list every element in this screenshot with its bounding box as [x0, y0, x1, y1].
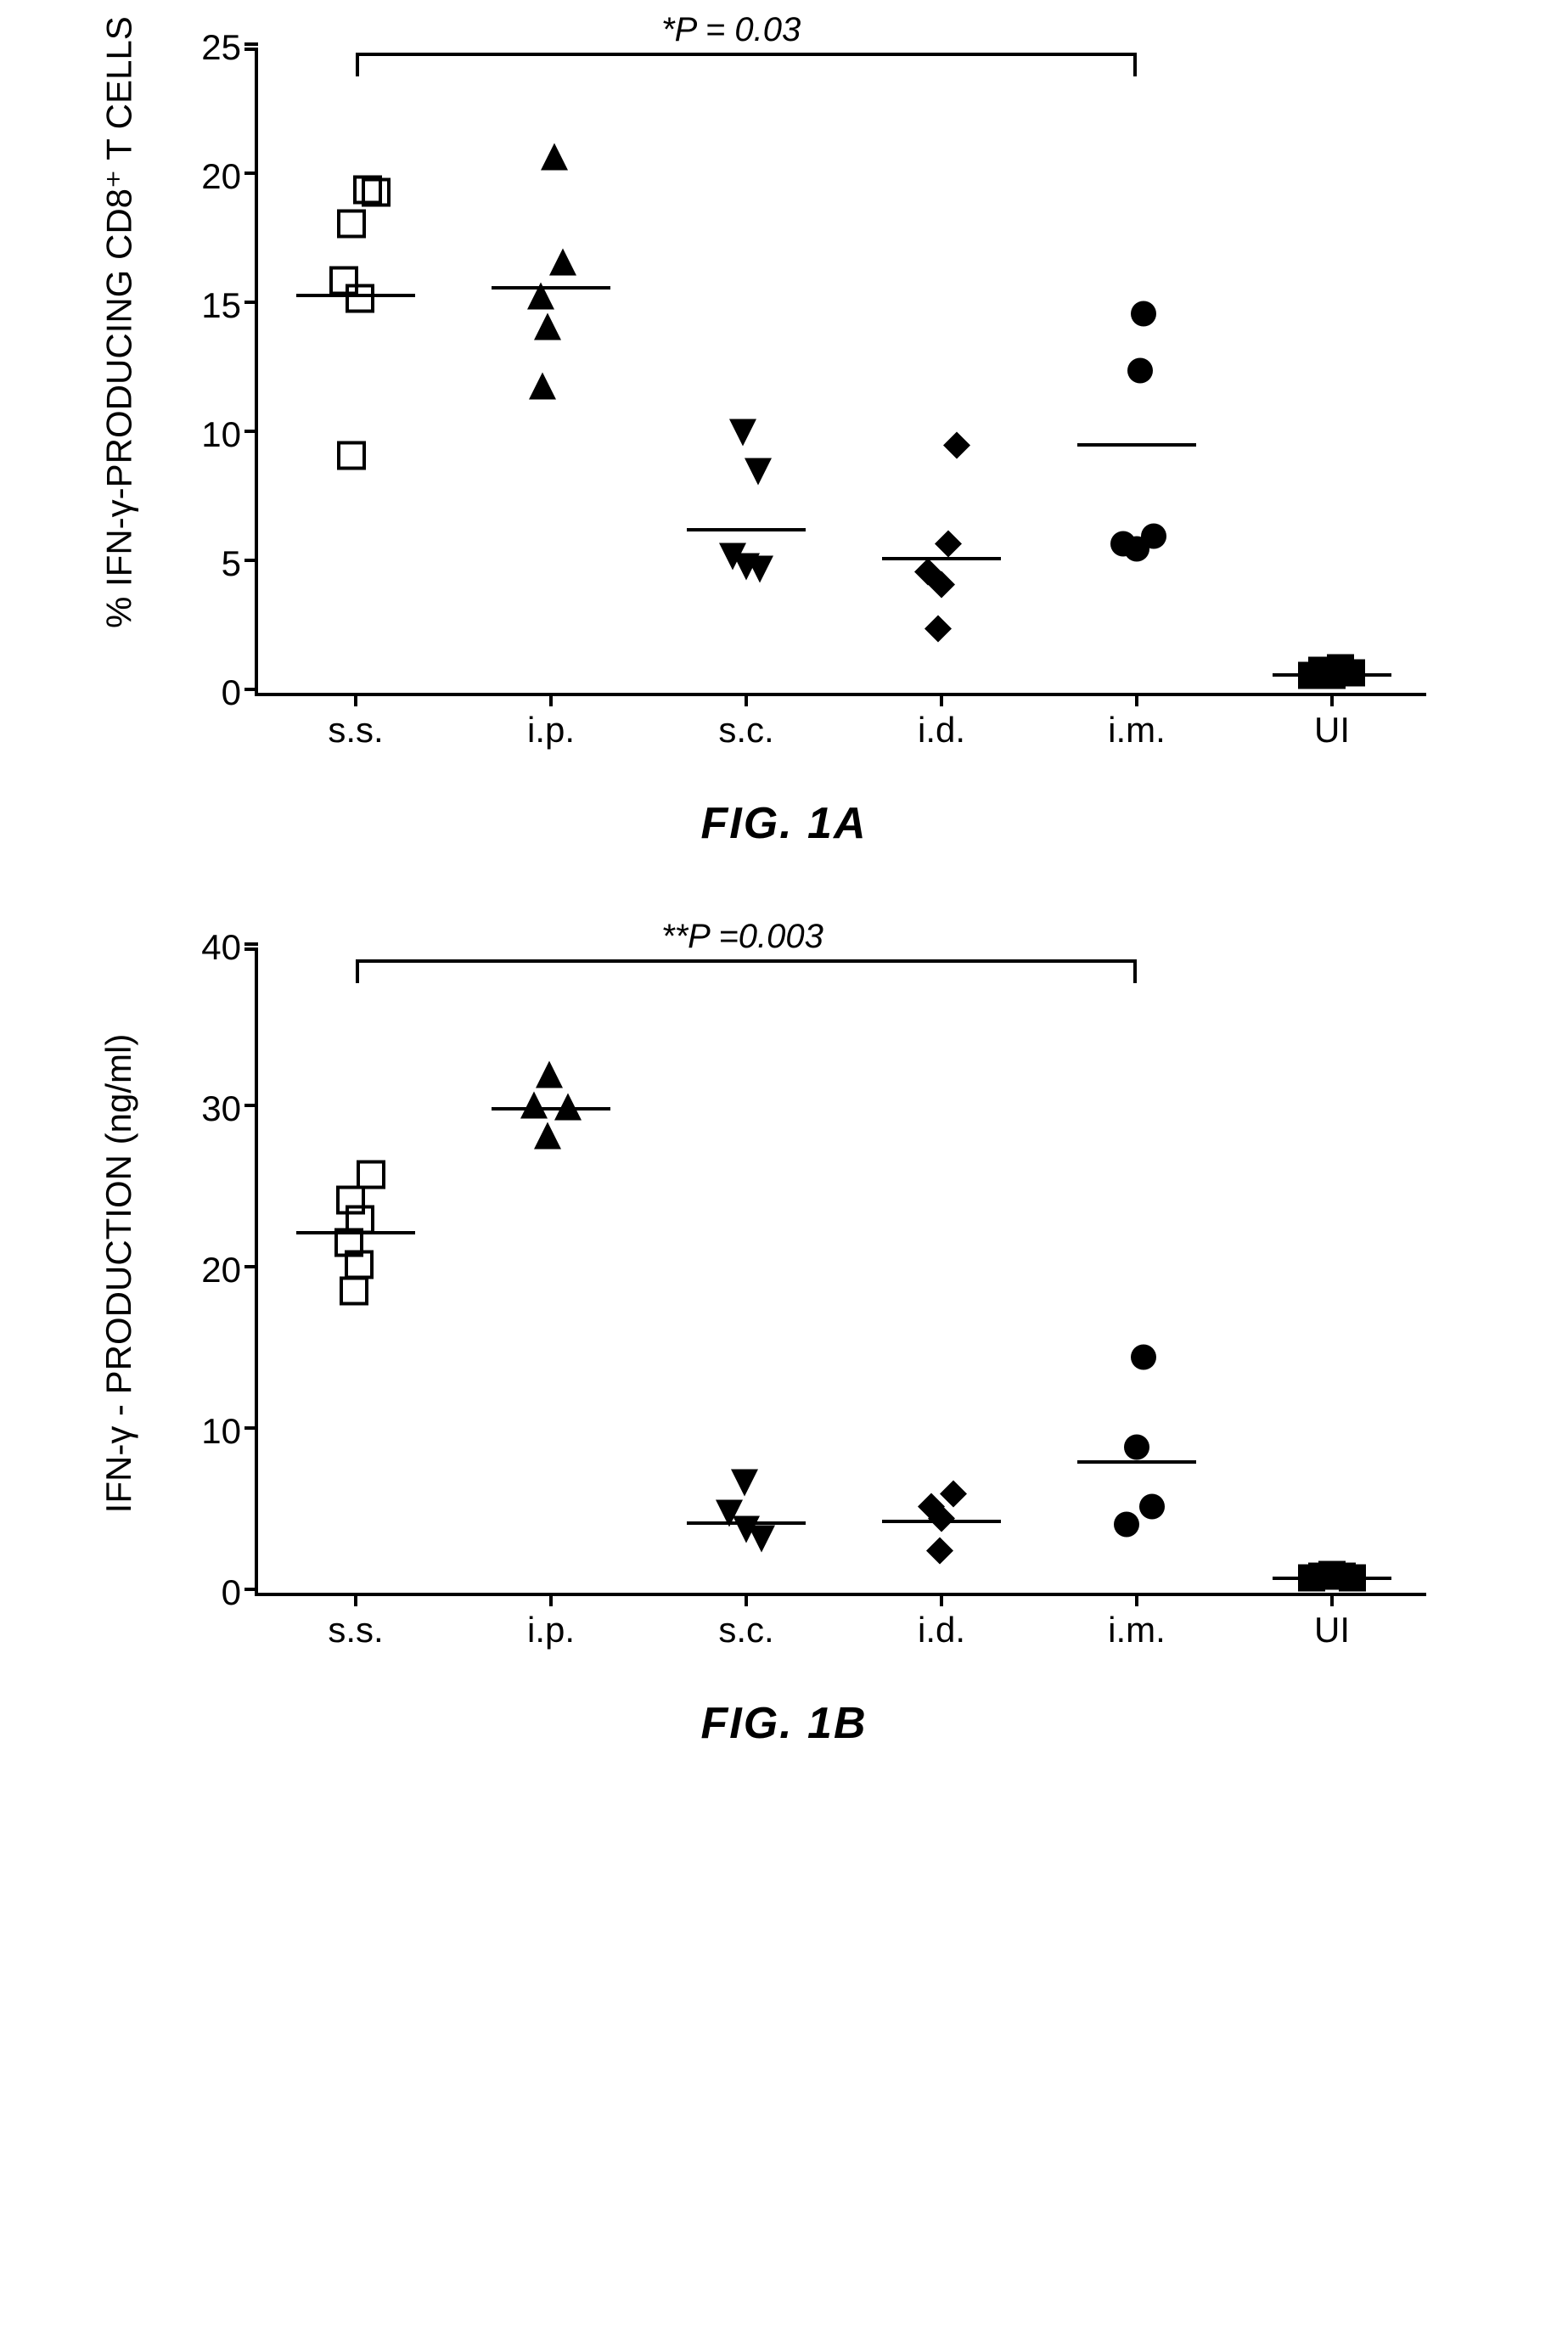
- data-point: [540, 142, 569, 175]
- data-point: [528, 372, 557, 405]
- data-point: [337, 209, 366, 242]
- figure-container: % IFN-γ-PRODUCING CD8⁺ T CELLS 051015202…: [85, 51, 1483, 1749]
- y-tick-label: 20: [190, 156, 241, 197]
- plot-area-b: 010203040s.s.i.p.s.c.i.d.i.m.UI**P =0.00…: [255, 951, 1426, 1596]
- data-point: [744, 457, 773, 490]
- data-point: [730, 1468, 759, 1501]
- y-axis-label: IFN-γ - PRODUCTION (ng/ml): [98, 1019, 139, 1528]
- data-point: [745, 555, 774, 588]
- data-point: [535, 1060, 564, 1094]
- data-point: [925, 1536, 954, 1569]
- data-point: [1129, 1342, 1158, 1375]
- data-point: [1126, 357, 1155, 390]
- y-tick-label: 25: [190, 27, 241, 68]
- data-point: [747, 1525, 776, 1558]
- data-point: [1337, 658, 1366, 691]
- y-tick-label: 40: [190, 927, 241, 968]
- significance-bracket: [356, 959, 1137, 980]
- data-point: [942, 431, 971, 464]
- data-point: [533, 1122, 562, 1155]
- mean-line: [1077, 443, 1196, 447]
- data-point: [924, 615, 953, 648]
- data-point: [1112, 1510, 1141, 1543]
- panel-fig-1b: IFN-γ - PRODUCTION (ng/ml) 010203040s.s.…: [85, 951, 1483, 1749]
- data-point: [1338, 1563, 1367, 1596]
- y-axis-label: % IFN-γ-PRODUCING CD8⁺ T CELLS: [98, 119, 140, 628]
- y-tick-label: 5: [190, 543, 241, 584]
- data-point: [520, 1091, 548, 1124]
- data-point: [728, 419, 757, 452]
- p-value-label: *P = 0.03: [661, 11, 801, 49]
- data-point: [362, 178, 391, 211]
- data-point: [346, 284, 374, 317]
- y-tick-label: 15: [190, 285, 241, 326]
- y-tick-label: 0: [190, 1572, 241, 1613]
- mean-line: [492, 1107, 610, 1110]
- data-point: [533, 312, 562, 346]
- data-point: [548, 248, 577, 281]
- data-point: [1138, 1493, 1166, 1526]
- figure-caption: FIG. 1A: [85, 798, 1483, 849]
- data-point: [554, 1093, 582, 1126]
- data-point: [526, 281, 555, 314]
- mean-line: [687, 528, 806, 531]
- y-tick-label: 10: [190, 1411, 241, 1452]
- data-point: [357, 1160, 385, 1193]
- data-point: [337, 441, 366, 475]
- figure-caption: FIG. 1B: [85, 1698, 1483, 1749]
- plot-area-a: 0510152025s.s.i.p.s.c.i.d.i.m.UI*P = 0.0…: [255, 51, 1426, 696]
- data-point: [927, 571, 956, 604]
- y-tick-label: 0: [190, 672, 241, 713]
- data-point: [927, 1504, 956, 1537]
- panel-fig-1a: % IFN-γ-PRODUCING CD8⁺ T CELLS 051015202…: [85, 51, 1483, 849]
- data-point: [1122, 1432, 1151, 1465]
- data-point: [340, 1276, 368, 1309]
- y-tick-label: 10: [190, 414, 241, 455]
- y-tick-label: 30: [190, 1088, 241, 1129]
- data-point: [1129, 300, 1158, 333]
- significance-bracket: [356, 53, 1137, 73]
- y-tick-label: 20: [190, 1250, 241, 1290]
- data-point: [1122, 534, 1151, 567]
- p-value-label: **P =0.003: [661, 918, 823, 956]
